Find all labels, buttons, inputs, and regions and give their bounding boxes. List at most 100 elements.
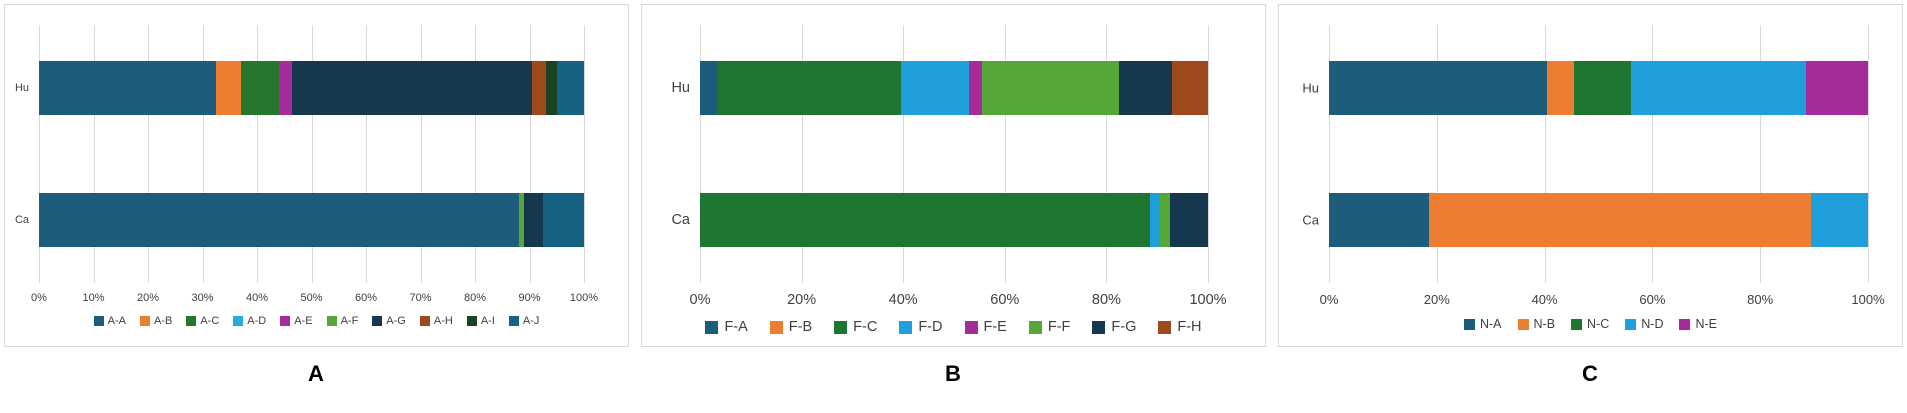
bar-segment-a-g [524,193,544,247]
axis-tick-label: 100% [1189,292,1227,308]
bar-row-ca: Ca [671,193,1208,247]
legend-swatch [1158,320,1172,334]
stacked-bar [700,61,1208,115]
legend-item-f-d: F-D [899,319,943,335]
legend-swatch [326,316,337,326]
bar-segment-a-e [278,61,293,115]
legend-item-f-a: F-A [705,319,748,335]
bar-row-ca: Ca [1302,193,1868,247]
legend-item-a-j: A-J [508,315,539,327]
bar-segment-f-a [700,61,718,115]
axis-tick-label: 40% [1531,292,1558,307]
axis-tick-label: 90% [518,292,541,304]
axis-tick-label: 40% [888,292,918,308]
legend-swatch [280,316,291,326]
plot-area: Hu Ca [15,25,585,283]
bar-segment-f-f [981,61,1120,115]
legend-swatch [769,320,783,334]
legend-item-a-c: A-C [186,315,219,327]
bar-segment-n-e [1805,61,1868,115]
axis-tick-label: 100% [569,292,599,304]
axis-tick-label: 20% [1423,292,1450,307]
category-label: Hu [671,80,690,96]
legend-item-n-d: N-D [1625,317,1663,331]
legend-swatch [1679,318,1691,330]
axis-tick-label: 80% [1091,292,1121,308]
legend-swatch [1625,318,1637,330]
gridline [93,25,95,283]
legend-item-f-f: F-F [1028,319,1071,335]
gridline [1106,25,1108,283]
bar-segment-f-c [700,193,1150,247]
gridline [700,25,701,283]
bar-segment-n-b [1428,193,1812,247]
plot-area-wrap: Hu Ca 0% 20% 40% 60% 80% 100% [1302,25,1885,313]
plot-area: Hu Ca [1302,25,1869,283]
legend-swatch [1092,320,1106,334]
legend-item-a-a: A-A [93,315,126,327]
bar-segment-f-f [1159,193,1170,247]
legend-item-a-b: A-B [139,315,173,327]
legend-label: F-H [1177,319,1202,335]
legend: F-A F-B F-C F-D F-E F-F F-G F-H [642,319,1265,335]
gridline [366,25,367,283]
category-label: Hu [1302,80,1319,96]
bar-segment-f-h [1172,61,1208,115]
gridline [1436,25,1438,283]
stacked-bar [1329,193,1868,247]
legend-swatch [1028,320,1042,334]
axis-tick-label: 60% [990,292,1020,308]
axis-tick-label: 60% [1639,292,1666,307]
legend-swatch [834,320,848,334]
plot-area: Hu Ca [671,25,1209,283]
bar-segment-a-h [532,61,546,115]
legend-item-f-h: F-H [1158,319,1202,335]
legend-item-a-f: A-F [326,315,358,327]
bar-segment-n-d [1630,61,1806,115]
legend-label: N-A [1479,317,1502,331]
gridline [311,25,313,283]
legend-item-a-i: A-I [466,315,495,327]
legend-label: F-D [918,319,943,335]
legend-swatch [233,316,244,326]
legend-swatch [899,320,913,334]
legend-label: F-E [983,319,1007,335]
legend-item-a-e: A-E [280,315,313,327]
legend-label: A-A [107,315,126,327]
gridline [801,25,803,283]
plot-area-wrap: Hu Ca 0% 20% 40% 60% 80% 100% [671,25,1227,313]
legend-label: A-B [153,315,173,327]
legend-item-a-g: A-G [372,315,406,327]
gridline [1760,25,1762,283]
stacked-bar [39,193,584,247]
x-axis: 0% 10% 20% 30% 40% 50% 60% 70% 80% 90% 100% [31,283,598,313]
legend-label: F-F [1047,319,1071,335]
stacked-bar [700,193,1208,247]
legend-item-n-a: N-A [1463,317,1502,331]
gridline [584,25,585,283]
bar-segment-n-d [1811,193,1868,247]
axis-tick-label: 100% [1851,292,1885,307]
gridline [1544,25,1546,283]
legend-item-f-c: F-C [834,319,877,335]
bar-segment-n-a [1329,193,1429,247]
legend-label: A-E [294,315,313,327]
legend-label: A-G [386,315,406,327]
bar-segment-f-g [1169,193,1208,247]
chart-caption: C [1582,361,1599,386]
bar-segment-a-f [518,193,525,247]
axis-tick-label: 10% [82,292,105,304]
bar-row-ca: Ca [15,193,584,247]
chart-panel-a: Hu Ca 0% 10% 20% 30% 40% 50% 60% 70% 80% 90% 100% … [4,4,629,413]
gridline [257,25,258,283]
bar-segment-a-j [543,193,584,247]
bar-segment-f-d [900,61,970,115]
legend-label: F-G [1111,319,1137,335]
legend-swatch [139,316,150,326]
gridline [475,25,476,283]
bar-row-hu: Hu [1302,61,1868,115]
gridline [1868,25,1869,283]
chart-caption: B [945,361,962,386]
axis-tick-label: 0% [1319,292,1339,307]
